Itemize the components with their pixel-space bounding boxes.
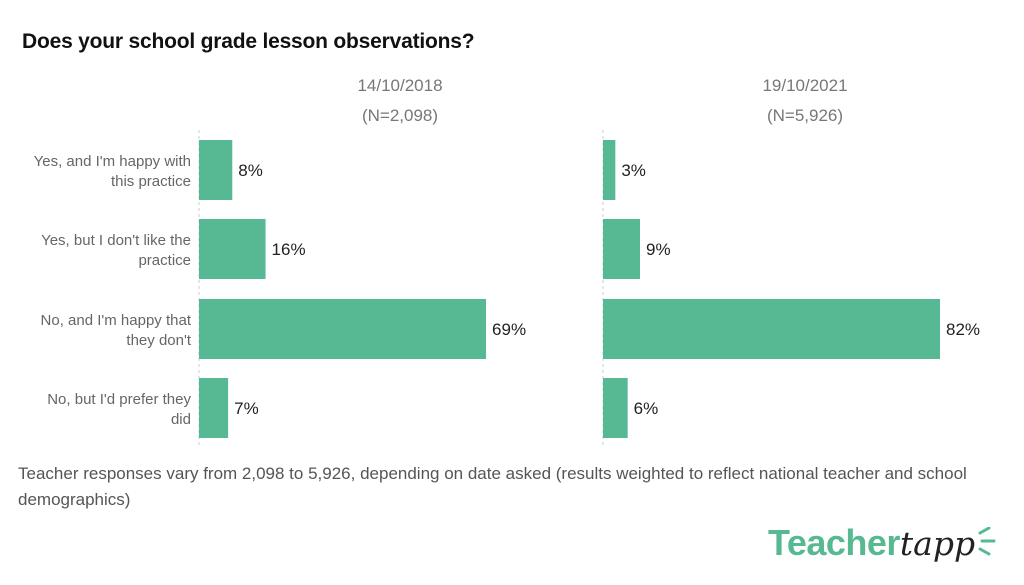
category-label: Yes, and I'm happy with [34, 153, 191, 170]
bar [199, 299, 487, 359]
data-label: 82% [946, 320, 980, 339]
category-label: No, but I'd prefer they [47, 391, 191, 408]
series-date-label: 19/10/2021 [762, 76, 847, 95]
category-label: Yes, but I don't like the [41, 232, 191, 249]
footnote: Teacher responses vary from 2,098 to 5,9… [18, 464, 967, 509]
category-label: this practice [111, 173, 191, 190]
data-label: 3% [621, 161, 646, 180]
data-label: 6% [634, 399, 659, 418]
logo-part-teacher: Teacher [768, 522, 900, 563]
logo-part-tapp: tapp [899, 524, 976, 563]
category-label: No, and I'm happy that [41, 312, 192, 329]
category-label: did [171, 411, 191, 428]
logo-sparkle-icon [978, 526, 996, 556]
data-label: 69% [492, 320, 526, 339]
data-label: 8% [238, 161, 263, 180]
series-n-label: (N=2,098) [362, 106, 438, 125]
teachertapp-logo: Teachertapp [768, 523, 997, 564]
bar [603, 219, 640, 279]
category-label: they don't [126, 332, 191, 349]
category-label: practice [138, 252, 191, 269]
data-label: 7% [234, 399, 259, 418]
bar [603, 299, 941, 359]
bar [603, 378, 628, 438]
data-label: 16% [272, 240, 306, 259]
bar [199, 219, 266, 279]
bar [199, 378, 229, 438]
bar [199, 140, 233, 200]
bar-chart: Yes, and I'm happy with this practice Yes,… [34, 76, 980, 445]
series-n-label: (N=5,926) [767, 106, 843, 125]
bar [603, 140, 616, 200]
chart-title: Does your school grade lesson observatio… [22, 30, 475, 53]
series-date-label: 14/10/2018 [357, 76, 442, 95]
data-label: 9% [646, 240, 671, 259]
